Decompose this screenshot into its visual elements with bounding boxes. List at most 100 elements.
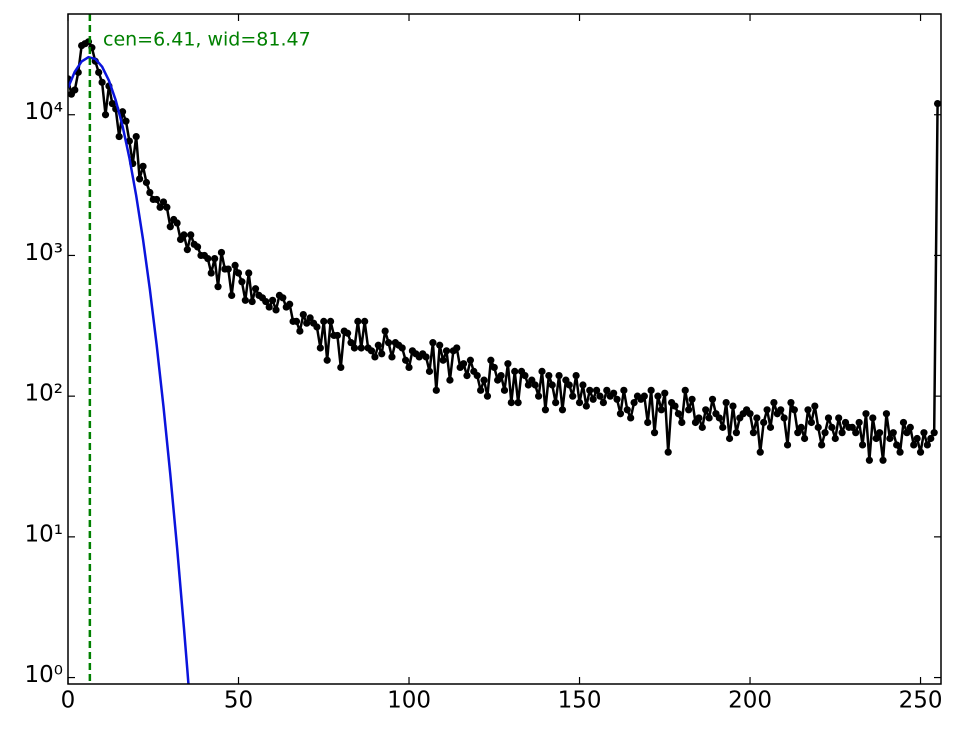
data-point: [374, 341, 382, 349]
data-point: [876, 429, 884, 437]
data-point: [425, 367, 434, 375]
data-point: [852, 429, 860, 437]
data-point: [453, 344, 461, 352]
data-point: [552, 398, 560, 407]
data-point: [279, 294, 287, 302]
data-point: [535, 392, 543, 400]
y-tick-label: 10⁴: [25, 99, 64, 125]
data-point: [780, 414, 788, 422]
data-point: [661, 389, 669, 397]
data-point: [238, 278, 246, 286]
data-point: [156, 203, 164, 211]
data-point: [436, 341, 444, 349]
data-point: [538, 367, 546, 375]
data-point: [262, 297, 270, 306]
data-point: [814, 423, 822, 431]
data-point: [361, 317, 369, 325]
data-point: [265, 303, 273, 311]
data-point: [777, 406, 785, 414]
data-point: [296, 327, 304, 335]
data-point: [545, 371, 553, 380]
data-line: [68, 40, 939, 462]
x-tick-label: 100: [387, 688, 431, 714]
data-point: [579, 381, 587, 389]
data-point: [125, 137, 133, 145]
data-point: [245, 269, 253, 277]
data-point: [647, 386, 655, 394]
data-point: [183, 246, 191, 254]
data-point: [313, 323, 321, 331]
data-point: [153, 195, 161, 204]
data-point: [378, 350, 386, 358]
data-point: [320, 317, 328, 325]
data-point: [166, 223, 174, 231]
data-point: [725, 434, 734, 443]
data-point: [848, 423, 856, 431]
data-point: [565, 381, 573, 389]
data-point: [402, 356, 410, 364]
data-point: [630, 398, 638, 407]
data-point: [483, 392, 492, 400]
data-point: [234, 269, 243, 277]
data-point: [337, 363, 345, 372]
data-point: [521, 371, 529, 380]
data-point: [927, 434, 935, 443]
data-point: [480, 376, 488, 384]
data-point: [804, 406, 812, 414]
data-point: [569, 392, 577, 400]
data-point: [384, 339, 393, 347]
data-point: [350, 344, 359, 352]
data-point: [142, 178, 151, 187]
data-point: [432, 386, 440, 394]
data-point: [115, 132, 123, 141]
data-point: [442, 347, 451, 355]
data-point: [650, 429, 659, 437]
data-point: [910, 441, 918, 449]
data-point: [299, 310, 307, 319]
data-point: [896, 448, 904, 456]
data-point: [463, 371, 471, 380]
annotation: cen=6.41, wid=81.47: [103, 29, 311, 51]
data-point: [708, 395, 717, 403]
data-point: [800, 434, 809, 443]
data-point: [357, 344, 365, 352]
data-point: [882, 410, 891, 418]
data-point: [507, 398, 515, 407]
data-point: [722, 398, 730, 407]
data-point: [306, 314, 314, 322]
data-point: [146, 188, 154, 197]
data-point: [797, 423, 805, 431]
data-point: [214, 283, 222, 291]
data-point: [173, 219, 181, 227]
data-point: [241, 296, 249, 304]
data-point: [224, 265, 232, 273]
x-tick-label: 50: [224, 688, 253, 714]
data-point: [159, 198, 168, 206]
data-point: [811, 402, 819, 410]
data-point: [869, 414, 877, 422]
data-point: [913, 434, 921, 443]
data-point: [920, 429, 928, 437]
plot-frame: [67, 13, 942, 685]
data-point: [575, 398, 584, 407]
data-point: [783, 441, 792, 449]
data-point: [381, 327, 389, 335]
data-point: [923, 441, 931, 449]
data-point: [858, 441, 867, 449]
data-point: [596, 392, 604, 400]
data-point: [872, 434, 880, 443]
data-point: [794, 429, 802, 437]
data-point: [933, 100, 941, 108]
data-point: [122, 117, 130, 125]
data-point: [889, 429, 897, 437]
data-point: [599, 398, 607, 407]
data-point: [749, 429, 758, 437]
data-point: [473, 371, 481, 380]
data-point: [316, 344, 324, 352]
data-point: [388, 353, 396, 361]
data-point: [838, 429, 846, 437]
data-point: [640, 392, 648, 400]
data-point: [326, 317, 335, 325]
data-point: [685, 406, 693, 414]
